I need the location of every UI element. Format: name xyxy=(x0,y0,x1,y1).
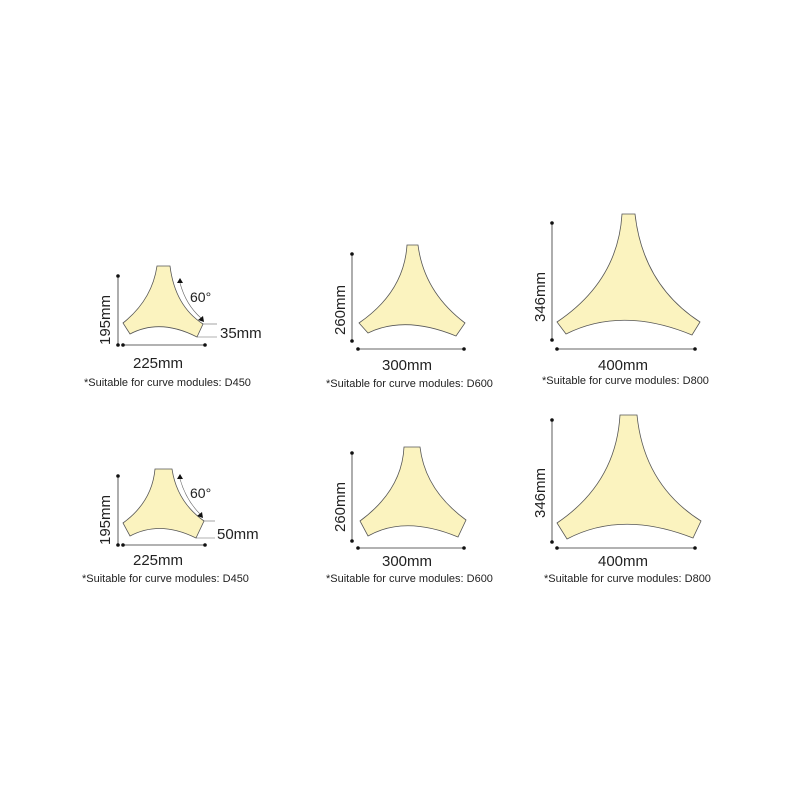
dimension-dot xyxy=(550,221,554,225)
dimension-dot xyxy=(356,347,360,351)
dimension-dot xyxy=(550,418,554,422)
angle-label: 60° xyxy=(190,289,211,305)
suitability-note: *Suitable for curve modules: D800 xyxy=(542,375,709,387)
suitability-note: *Suitable for curve modules: D600 xyxy=(326,378,493,390)
triangle-module-shape xyxy=(556,213,701,336)
dimension-dot xyxy=(356,546,360,550)
height-label: 346mm xyxy=(532,468,549,518)
dimension-dot xyxy=(350,339,354,343)
suitability-note: *Suitable for curve modules: D450 xyxy=(84,377,251,389)
width-label: 300mm xyxy=(382,357,432,374)
angle-label: 60° xyxy=(190,485,211,501)
dimension-dot xyxy=(350,451,354,455)
dimension-dot xyxy=(116,543,120,547)
height-label: 195mm xyxy=(97,295,114,345)
dimension-dot xyxy=(693,546,697,550)
height-label: 346mm xyxy=(532,272,549,322)
triangle-module-shape xyxy=(556,414,702,540)
dimension-dot xyxy=(550,540,554,544)
width-label: 225mm xyxy=(133,552,183,569)
dimension-dot xyxy=(116,274,120,278)
dimension-dot xyxy=(555,347,559,351)
dimension-dot xyxy=(350,539,354,543)
module-300-row1: 260mm 300mm *Suitable for curve modules:… xyxy=(326,244,493,390)
width-label: 400mm xyxy=(598,553,648,570)
triangle-module-shape xyxy=(358,244,466,337)
dimension-dot xyxy=(462,347,466,351)
width-label: 225mm xyxy=(133,355,183,372)
dimension-dot xyxy=(203,543,207,547)
height-label: 260mm xyxy=(332,285,349,335)
dimension-dot xyxy=(116,474,120,478)
dimension-dot xyxy=(462,546,466,550)
dimension-dot xyxy=(550,338,554,342)
module-300-row2: 260mm 300mm *Suitable for curve modules:… xyxy=(326,446,493,585)
suitability-note: *Suitable for curve modules: D600 xyxy=(326,573,493,585)
dimension-dot xyxy=(350,252,354,256)
thickness-label: 35mm xyxy=(220,325,262,342)
triangle-module-shape xyxy=(359,446,467,538)
dimension-dot xyxy=(203,343,207,347)
triangle-module-shape xyxy=(122,265,204,338)
suitability-note: *Suitable for curve modules: D450 xyxy=(82,573,249,585)
height-label: 260mm xyxy=(332,482,349,532)
module-225-35: 60° 35mm 195mm 225mm *Suitable for curve… xyxy=(84,265,262,389)
thickness-label: 50mm xyxy=(217,526,259,543)
dimension-dot xyxy=(121,343,125,347)
height-label: 195mm xyxy=(97,495,114,545)
width-label: 400mm xyxy=(598,357,648,374)
module-225-50: 60° 50mm 195mm 225mm *Suitable for curve… xyxy=(82,468,259,585)
module-400-row2: 346mm 400mm *Suitable for curve modules:… xyxy=(532,414,711,585)
dimension-dot xyxy=(693,347,697,351)
suitability-note: *Suitable for curve modules: D800 xyxy=(544,573,711,585)
dimension-dot xyxy=(555,546,559,550)
dimension-dot xyxy=(121,543,125,547)
module-400-row1: 346mm 400mm *Suitable for curve modules:… xyxy=(532,213,709,387)
triangle-module-shape xyxy=(122,468,205,539)
width-label: 300mm xyxy=(382,553,432,570)
dimension-dot xyxy=(116,343,120,347)
